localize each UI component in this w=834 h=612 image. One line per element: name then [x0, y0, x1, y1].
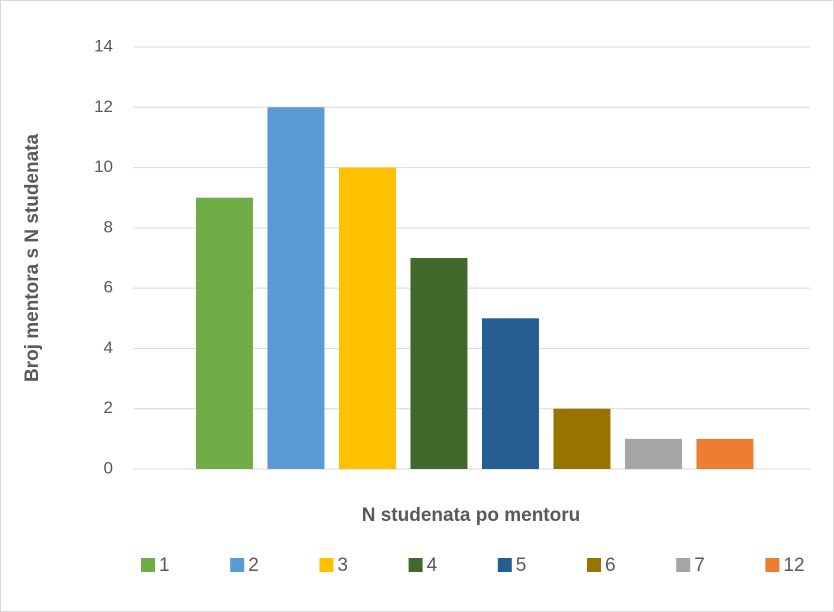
legend-swatch [319, 558, 334, 572]
legend-swatch [676, 558, 691, 572]
legend-swatch [408, 558, 423, 572]
legend-label: 1 [159, 555, 170, 576]
legend-swatch [497, 558, 512, 572]
bar [267, 107, 325, 470]
legend-swatch [765, 558, 780, 572]
legend-label: 6 [605, 555, 616, 576]
y-tick-label: 4 [104, 338, 113, 357]
y-axis-label: Broj mentora s N studenata [22, 134, 43, 383]
legend-swatch [587, 558, 601, 572]
legend-label: 3 [337, 555, 348, 576]
bar [696, 438, 754, 469]
y-tick-label: 10 [94, 157, 113, 176]
legend-swatch [230, 558, 245, 572]
legend-label: 7 [694, 555, 705, 576]
legend-label: 2 [248, 555, 259, 576]
y-tick-label: 12 [94, 97, 113, 116]
bar [624, 438, 682, 469]
bar [195, 197, 253, 469]
legend-label: 5 [516, 555, 527, 576]
legend-label: 4 [427, 555, 438, 576]
y-tick-label: 2 [104, 398, 113, 417]
y-tick-label: 0 [104, 458, 113, 477]
legend-swatch [141, 558, 155, 572]
bar [481, 318, 539, 469]
bar [338, 167, 396, 470]
y-tick-label: 8 [104, 217, 113, 236]
legend-label: 12 [783, 555, 804, 576]
bar [410, 258, 468, 469]
x-axis-label: N studenata po mentoru [362, 505, 581, 526]
bar [553, 408, 611, 469]
y-tick-label: 6 [104, 278, 113, 297]
y-tick-label: 14 [94, 36, 113, 55]
